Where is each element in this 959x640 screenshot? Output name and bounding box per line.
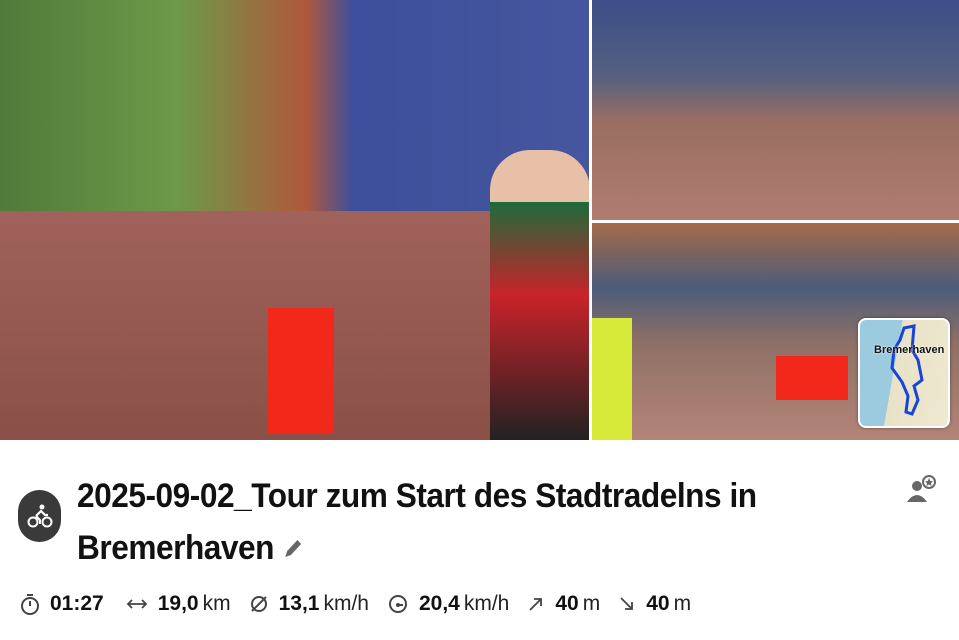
pencil-icon[interactable] <box>281 524 303 576</box>
max-speed-value: 20,4 <box>418 592 460 615</box>
stat-distance: 19,0 km <box>126 592 231 616</box>
duration-value: 01:27 <box>50 592 104 615</box>
user-star-icon[interactable] <box>906 474 938 509</box>
cyclist-foreground <box>490 150 589 440</box>
cyclist-vest <box>592 318 632 440</box>
max-speed-unit: km/h <box>463 592 510 615</box>
red-bench <box>776 356 848 400</box>
map-label: Bremerhaven <box>874 344 945 356</box>
tour-photo-2[interactable] <box>592 0 959 220</box>
average-speed-unit: km/h <box>323 592 369 615</box>
ascent-value: 40 <box>555 592 579 615</box>
average-speed-icon <box>250 596 267 612</box>
distance-value: 19,0 <box>157 592 199 615</box>
stat-max-speed: 20,4 km/h <box>387 592 509 616</box>
stat-descent: 40 m <box>618 592 691 616</box>
route-line <box>890 324 924 416</box>
bicycle-icon <box>18 490 61 542</box>
distance-icon <box>126 599 147 609</box>
red-bench <box>268 308 334 434</box>
stat-ascent: 40 m <box>527 592 600 616</box>
ascent-icon <box>529 598 543 611</box>
tour-title-text: 2025-09-02_Tour zum Start des Stadtradel… <box>77 477 757 567</box>
route-map-thumbnail[interactable]: Bremerhaven <box>858 318 950 428</box>
average-speed-value: 13,1 <box>278 592 320 615</box>
tour-title: 2025-09-02_Tour zum Start des Stadtradel… <box>77 470 821 576</box>
stat-average-speed: 13,1 km/h <box>249 592 369 616</box>
ascent-unit: m <box>582 592 601 615</box>
descent-icon <box>620 597 634 610</box>
tour-photo-1[interactable] <box>0 0 589 440</box>
stat-duration: 01:27 <box>20 592 108 616</box>
max-speed-icon <box>388 595 407 613</box>
distance-unit: km <box>202 592 231 615</box>
stopwatch-icon <box>21 594 39 615</box>
tour-stats: 01:27 19,0 km 13,1 km/h 20,4 km/h 40 m 40 m <box>20 592 709 616</box>
descent-unit: m <box>673 592 692 615</box>
descent-value: 40 <box>646 592 670 615</box>
